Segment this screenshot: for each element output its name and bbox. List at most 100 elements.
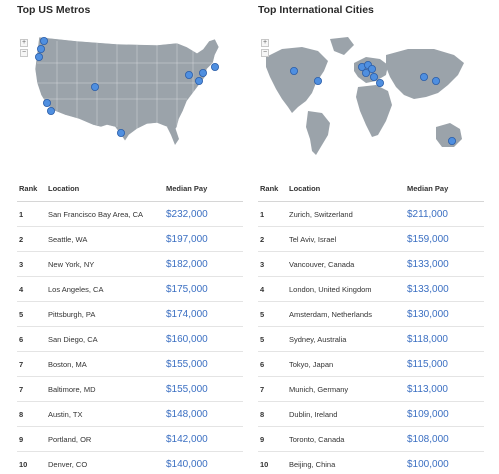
- table-row: 8 Austin, TX $148,000: [17, 402, 243, 427]
- map-pin-dot-icon[interactable]: [362, 69, 371, 78]
- pay-cell: $100,000: [407, 459, 449, 470]
- map-pin-dot-icon[interactable]: [431, 77, 440, 86]
- table-row: 4 Los Angeles, CA $175,000: [17, 277, 243, 302]
- map-pin-dot-icon[interactable]: [117, 129, 126, 138]
- rank-cell: 8: [19, 409, 24, 419]
- north-america-shape: [266, 47, 328, 113]
- map-pin-dot-icon[interactable]: [36, 44, 45, 53]
- map-pin-dot-icon[interactable]: [34, 52, 43, 61]
- pay-cell: $159,000: [407, 233, 449, 245]
- pay-cell: $175,000: [166, 283, 208, 295]
- header-pay: Median Pay: [166, 184, 208, 193]
- location-cell: New York, NY: [48, 259, 95, 269]
- rank-cell: 6: [19, 334, 24, 344]
- table-row: 9 Portland, OR $142,000: [17, 427, 243, 452]
- pay-cell: $133,000: [407, 258, 449, 270]
- pay-cell: $142,000: [166, 433, 208, 445]
- map-pin-dot-icon[interactable]: [376, 79, 385, 88]
- location-cell: San Diego, CA: [48, 334, 98, 344]
- location-cell: Boston, MA: [48, 359, 87, 369]
- rank-cell: 2: [260, 234, 265, 244]
- minus-icon: −: [262, 49, 268, 56]
- table-row: 10 Denver, CO $140,000: [17, 452, 243, 474]
- zoom-in-button[interactable]: +: [20, 39, 28, 47]
- location-cell: Beijing, China: [289, 460, 336, 469]
- pay-cell: $155,000: [166, 383, 208, 395]
- table-row: 3 New York, NY $182,000: [17, 252, 243, 277]
- location-cell: Amsterdam, Netherlands: [289, 309, 372, 319]
- map-pin-dot-icon[interactable]: [194, 77, 203, 86]
- location-cell: Denver, CO: [48, 460, 88, 469]
- rank-cell: 1: [19, 209, 24, 219]
- plus-icon: +: [262, 39, 268, 46]
- header-location: Location: [289, 184, 321, 193]
- pay-cell: $155,000: [166, 358, 208, 370]
- table-row: 10 Beijing, China $100,000: [258, 452, 484, 474]
- table-row: 9 Toronto, Canada $108,000: [258, 427, 484, 452]
- header-location: Location: [48, 184, 80, 193]
- location-cell: Tel Aviv, Israel: [289, 234, 337, 244]
- header-rank: Rank: [260, 184, 279, 193]
- table-row: 2 Seattle, WA $197,000: [17, 227, 243, 252]
- pay-cell: $197,000: [166, 233, 208, 245]
- table-header: Rank Location Median Pay: [17, 176, 243, 202]
- location-cell: Munich, Germany: [289, 384, 349, 394]
- location-cell: Portland, OR: [48, 434, 92, 444]
- map-pin-dot-icon[interactable]: [210, 63, 219, 72]
- map-pin-dot-icon[interactable]: [419, 73, 428, 82]
- pay-cell: $118,000: [407, 333, 448, 345]
- table-row: 1 San Francisco Bay Area, CA $232,000: [17, 202, 243, 227]
- table-row: 5 Sydney, Australia $118,000: [258, 327, 484, 352]
- rank-cell: 7: [19, 384, 24, 394]
- rank-cell: 8: [260, 409, 265, 419]
- rank-cell: 7: [260, 384, 265, 394]
- pay-cell: $109,000: [407, 408, 449, 420]
- map-pin-dot-icon[interactable]: [368, 65, 377, 74]
- table-row: 4 London, United Kingdom $133,000: [258, 277, 484, 302]
- us-map[interactable]: + −: [17, 27, 243, 165]
- rank-cell: 4: [19, 284, 24, 294]
- location-cell: Vancouver, Canada: [289, 259, 355, 269]
- pay-cell: $140,000: [166, 459, 208, 470]
- map-pin-dot-icon[interactable]: [91, 83, 100, 92]
- zoom-in-button[interactable]: +: [261, 39, 269, 47]
- map-pin-dot-icon[interactable]: [370, 73, 379, 82]
- pay-cell: $133,000: [407, 283, 449, 295]
- africa-shape: [356, 85, 392, 137]
- pay-cell: $130,000: [407, 308, 449, 320]
- table-row: 8 Dublin, Ireland $109,000: [258, 402, 484, 427]
- location-cell: Sydney, Australia: [289, 334, 347, 344]
- us-table: Rank Location Median Pay 1 San Francisco …: [17, 176, 243, 474]
- florida-shape: [167, 127, 179, 145]
- rank-cell: 5: [260, 309, 265, 319]
- table-row: 7 Munich, Germany $113,000: [258, 377, 484, 402]
- us-map-svg[interactable]: [17, 27, 243, 165]
- rank-cell: 9: [260, 434, 265, 444]
- location-cell: London, United Kingdom: [289, 284, 372, 294]
- location-cell: Tokyo, Japan: [289, 359, 334, 369]
- table-row: 5 Amsterdam, Netherlands $130,000: [258, 302, 484, 327]
- map-pin-dot-icon[interactable]: [198, 69, 207, 78]
- map-pin-dot-icon[interactable]: [42, 99, 51, 108]
- pay-cell: $148,000: [166, 408, 208, 420]
- zoom-out-button[interactable]: −: [261, 49, 269, 57]
- table-body: 1 Zurich, Switzerland $211,000 2 Tel Aviv, …: [258, 202, 484, 474]
- map-pin-dot-icon[interactable]: [447, 137, 456, 146]
- map-pin-dot-icon[interactable]: [314, 77, 323, 86]
- map-pin-dot-icon[interactable]: [39, 36, 48, 45]
- rank-cell: 6: [260, 359, 265, 369]
- map-pin-dot-icon[interactable]: [184, 71, 193, 80]
- rank-cell: 2: [19, 234, 24, 244]
- south-america-shape: [306, 111, 330, 155]
- pay-cell: $115,000: [407, 358, 448, 370]
- minus-icon: −: [21, 49, 27, 56]
- location-cell: Los Angeles, CA: [48, 284, 104, 294]
- pay-cell: $182,000: [166, 258, 208, 270]
- world-map-svg[interactable]: [258, 27, 484, 165]
- location-cell: San Francisco Bay Area, CA: [48, 209, 144, 219]
- world-map[interactable]: + −: [258, 27, 484, 165]
- map-pin-dot-icon[interactable]: [46, 107, 55, 116]
- map-pin-dot-icon[interactable]: [290, 67, 299, 76]
- table-row: 2 Tel Aviv, Israel $159,000: [258, 227, 484, 252]
- zoom-out-button[interactable]: −: [20, 49, 28, 57]
